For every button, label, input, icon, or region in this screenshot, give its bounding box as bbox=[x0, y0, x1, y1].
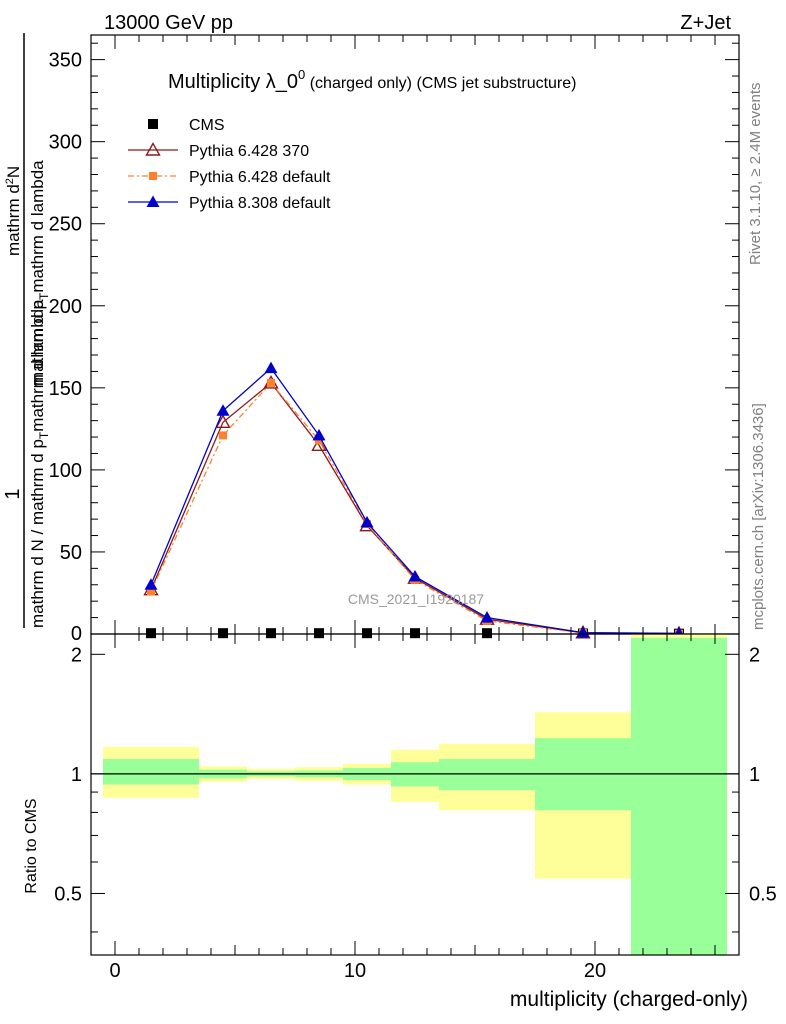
series-3-point bbox=[144, 578, 158, 590]
legend-marker-3 bbox=[146, 195, 160, 207]
legend-label-2: Pythia 6.428 default bbox=[189, 169, 331, 186]
ylabel-den-text: mathrm d N / mathrm d p bbox=[28, 439, 47, 628]
series-0-point bbox=[146, 628, 156, 639]
series-3-point bbox=[408, 570, 422, 582]
series-3-point bbox=[480, 611, 494, 623]
ylabel-denominator: mathrm d N / mathrm d pTmathrm d lambda bbox=[28, 299, 51, 628]
series-3-point bbox=[360, 515, 374, 528]
ylabel-numerator: 1 bbox=[2, 488, 24, 499]
main-y-tick-label: 100 bbox=[49, 460, 82, 482]
x-tick-label: 0 bbox=[109, 960, 120, 982]
main-y-tick-label: 350 bbox=[49, 50, 82, 72]
ratio-y-tick-label-right: 2 bbox=[749, 644, 760, 666]
main-title-sup: 0 bbox=[298, 67, 305, 82]
ylabel-inner-num-sup: 2 bbox=[4, 178, 16, 184]
legend-label-3: Pythia 8.308 default bbox=[189, 195, 331, 212]
ylabel-den-tail: mathrm d lambda bbox=[28, 299, 47, 432]
main-y-axis-label: 1 mathrm d N / mathrm d pTmathrm d lambd… bbox=[2, 33, 51, 628]
ratio-y-tick-label: 2 bbox=[71, 644, 82, 666]
ratio-inner-band-6 bbox=[439, 759, 535, 791]
legend-marker-2 bbox=[149, 172, 157, 180]
legend: CMS Pythia 6.428 370 Pythia 6.428 default P… bbox=[128, 117, 331, 212]
series-0-point bbox=[314, 628, 324, 639]
legend-marker-1 bbox=[145, 142, 161, 156]
main-title-tail: (charged only) (CMS jet substructure) bbox=[305, 75, 576, 92]
series-0-point bbox=[482, 628, 492, 639]
main-y-tick-label: 300 bbox=[49, 132, 82, 154]
process-label: Z+Jet bbox=[680, 12, 731, 34]
ratio-y-tick-label-right: 1 bbox=[749, 764, 760, 786]
series-3-point bbox=[576, 626, 590, 638]
ylabel-inner-den-text: mathrm d p bbox=[28, 300, 47, 386]
analysis-watermark: CMS_2021_I1920187 bbox=[348, 591, 484, 607]
legend-label-1: Pythia 6.428 370 bbox=[189, 143, 309, 160]
series-2-point bbox=[267, 378, 275, 387]
x-tick-label: 10 bbox=[344, 960, 366, 982]
main-y-tick-label: 200 bbox=[49, 296, 82, 318]
legend-label-0: CMS bbox=[189, 117, 225, 134]
ylabel-inner-den-sub: T bbox=[37, 292, 51, 300]
ylabel-inner-denominator: mathrm d pTmathrm d lambda bbox=[28, 160, 51, 386]
main-y-tick-label-zero: 0 bbox=[71, 623, 82, 645]
series-2-point bbox=[147, 587, 155, 596]
series-1-point bbox=[215, 414, 231, 428]
energy-label: 13000 GeV pp bbox=[104, 12, 233, 34]
series-0-point bbox=[218, 628, 228, 639]
rivet-label: Rivet 3.1.10, ≥ 2.4M events bbox=[747, 83, 764, 266]
series-0-point bbox=[362, 628, 372, 639]
ylabel-inner-num-tail: N bbox=[4, 166, 23, 178]
ratio-bands bbox=[91, 634, 739, 955]
source-label: mcplots.cern.ch [arXiv:1306.3436] bbox=[750, 403, 767, 630]
ylabel-inner-numerator: mathrm d2N bbox=[4, 166, 23, 256]
x-tick-label: 20 bbox=[584, 960, 606, 982]
series-0-point bbox=[410, 628, 420, 639]
x-axis-label: multiplicity (charged-only) bbox=[510, 988, 748, 1011]
series-3-point bbox=[264, 361, 278, 374]
ratio-inner-band-8 bbox=[631, 637, 727, 955]
ratio-panel: 0.5 0.51 12 20 10 20 bbox=[54, 633, 777, 982]
main-title: Multiplicity λ_00 (charged only) (CMS je… bbox=[168, 67, 576, 93]
ylabel-inner-num-text: mathrm d bbox=[4, 184, 23, 256]
main-y-tick-label: 150 bbox=[49, 378, 82, 400]
main-title-text: Multiplicity λ_0 bbox=[168, 71, 298, 93]
series-1-point bbox=[311, 437, 327, 451]
series-3-point bbox=[216, 404, 230, 416]
ratio-inner-band-0 bbox=[103, 759, 199, 785]
main-y-tick-label: 250 bbox=[49, 214, 82, 236]
ratio-y-axis-label: Ratio to CMS bbox=[23, 798, 40, 893]
main-axes: 50 100 150 200 250 300 350 0 bbox=[49, 34, 740, 645]
series-3-point bbox=[312, 428, 326, 441]
legend-marker-cms bbox=[148, 119, 158, 129]
main-y-tick-label: 50 bbox=[60, 542, 82, 564]
ratio-frame bbox=[90, 633, 740, 956]
ylabel-den-sub: T bbox=[37, 431, 51, 439]
series-2-point bbox=[219, 431, 227, 440]
ylabel-inner-den-tail: mathrm d lambda bbox=[28, 160, 47, 293]
series-0-point bbox=[266, 628, 276, 639]
ratio-y-tick-label-right: 0.5 bbox=[749, 883, 777, 905]
ratio-axes: 0.5 0.51 12 20 10 20 bbox=[54, 633, 777, 982]
series-2-line bbox=[150, 381, 680, 635]
ratio-y-tick-label: 0.5 bbox=[54, 883, 82, 905]
ratio-y-tick-label: 1 bbox=[71, 764, 82, 786]
